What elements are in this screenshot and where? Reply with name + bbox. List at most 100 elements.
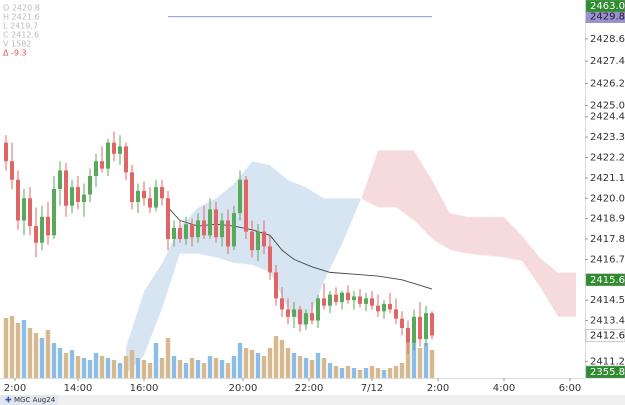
volume-bar: [105, 358, 111, 378]
cloud-edge: [125, 160, 576, 347]
cloud-segment: [378, 150, 396, 208]
y-tick-label: 2428.6: [590, 34, 625, 45]
cloud-segment: [558, 272, 576, 317]
instrument-name: MGC Aug24: [14, 396, 56, 404]
volume-bar: [279, 340, 285, 378]
volume-bar: [417, 348, 423, 378]
volume-bar: [345, 366, 351, 378]
candle-body: [118, 146, 122, 154]
volume-bar: [111, 360, 117, 378]
volume-bar: [195, 360, 201, 378]
candle-body: [370, 298, 374, 306]
candle-body: [328, 294, 332, 306]
volume-bar: [93, 353, 99, 378]
candle-body: [190, 224, 194, 238]
y-tick-label: 2427.4: [590, 56, 625, 67]
volume-bar: [33, 333, 39, 378]
average-line: [167, 207, 433, 290]
candle-body: [88, 176, 92, 195]
volume-bar: [381, 370, 387, 378]
volume-bar: [393, 366, 399, 378]
candle-body: [52, 189, 56, 236]
candle-body: [394, 309, 398, 319]
candle-body: [358, 296, 362, 304]
candle-body: [334, 294, 338, 303]
candle-body: [424, 313, 428, 340]
x-tick-label: 4:00: [493, 383, 515, 394]
candle-body: [382, 303, 386, 312]
volume-bar: [153, 343, 159, 378]
candle-body: [178, 227, 182, 240]
x-tick-label: 16:00: [130, 383, 159, 394]
volume-bar: [63, 353, 69, 378]
volume-bar: [243, 348, 249, 378]
volume-bar: [297, 356, 303, 378]
price-badge: [585, 329, 625, 342]
volume-bar: [231, 356, 237, 378]
volume-bar: [15, 323, 21, 378]
candle-body: [262, 231, 266, 247]
candle-body: [400, 318, 404, 328]
candle-body: [70, 187, 74, 206]
price-badge-label: 2412.6: [590, 330, 625, 341]
candle-body: [124, 146, 128, 173]
candle-body: [346, 292, 350, 301]
cloud-segment: [540, 257, 558, 317]
volume-bar: [51, 343, 57, 378]
cloud-segment: [144, 263, 162, 356]
change-label: Δ -9.3: [3, 49, 27, 58]
price-badge-label: 2355.8: [590, 367, 625, 378]
candle-body: [388, 303, 392, 310]
candle-body: [268, 246, 272, 273]
volume-bar: [201, 363, 207, 378]
candle-body: [292, 309, 296, 317]
candle-body: [202, 220, 206, 236]
candle-body: [304, 313, 308, 325]
volume-bar: [129, 350, 135, 378]
cloud-segment: [324, 198, 342, 282]
candle-body: [418, 316, 422, 340]
volume-bar: [411, 338, 417, 378]
volume-bar: [267, 348, 273, 378]
candle-body: [22, 198, 26, 221]
instrument-tab[interactable]: [0, 395, 58, 405]
volume-bar: [57, 348, 63, 378]
volume-bar: [165, 338, 171, 378]
volume-bar: [225, 363, 231, 378]
y-tick-label: 2424.4: [590, 112, 625, 123]
candle-body: [106, 142, 110, 169]
candle-body: [40, 216, 44, 243]
candle-body: [58, 170, 62, 189]
y-tick-label: 2423.3: [590, 132, 625, 143]
y-tick-label: 2418.9: [590, 214, 625, 225]
candle-body: [154, 187, 158, 208]
candle-body: [310, 313, 314, 321]
x-tick-label: 14:00: [64, 383, 93, 394]
cloud-segment: [288, 179, 306, 328]
volume-bar: [399, 363, 405, 378]
volume-bar: [255, 353, 261, 378]
volume-bar: [219, 360, 225, 378]
volume-bar: [351, 368, 357, 378]
candle-body: [298, 309, 302, 325]
cloud-segment: [396, 150, 414, 221]
candle-body: [340, 292, 344, 303]
legend-line: V 1582: [3, 40, 31, 49]
candle-body: [46, 216, 50, 236]
volume-bar: [117, 363, 123, 378]
candle-body: [4, 142, 8, 162]
candle-body: [244, 179, 248, 232]
cloud-segment: [198, 198, 216, 258]
volume-bar: [177, 360, 183, 378]
cloud-segment: [432, 179, 450, 251]
volume-bar: [261, 356, 267, 378]
price-badge: [585, 0, 625, 13]
y-tick-label: 2411.2: [590, 356, 625, 367]
volume-bar: [69, 350, 75, 378]
legend-line: L 2419.7: [3, 22, 38, 31]
cloud-segment: [504, 216, 522, 262]
y-tick-label: 2416.7: [590, 254, 625, 265]
volume-bar: [75, 356, 81, 378]
volume-bar: [315, 353, 321, 378]
volume-bar: [159, 358, 165, 378]
